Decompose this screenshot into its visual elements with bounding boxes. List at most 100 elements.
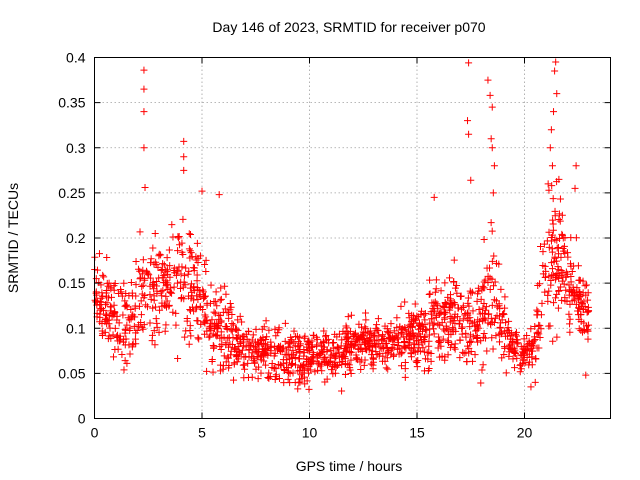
data-point	[427, 308, 435, 316]
data-point	[531, 323, 539, 331]
chart-title: Day 146 of 2023, SRMTID for receiver p07…	[212, 19, 485, 35]
data-point	[208, 358, 216, 366]
data-point	[434, 320, 442, 328]
data-point	[172, 321, 180, 329]
data-point	[224, 354, 232, 362]
data-point	[187, 280, 195, 288]
data-point	[463, 310, 471, 318]
data-point	[136, 275, 144, 283]
data-point	[97, 306, 105, 314]
data-point	[170, 283, 178, 291]
data-point	[332, 350, 340, 358]
data-point	[172, 309, 180, 317]
data-point	[325, 339, 333, 347]
data-point	[462, 333, 470, 341]
data-point	[435, 333, 443, 341]
data-point	[517, 365, 525, 373]
data-point	[129, 340, 137, 348]
data-point	[425, 342, 433, 350]
data-point	[92, 289, 100, 297]
data-point	[552, 294, 560, 302]
data-point	[581, 282, 589, 290]
data-point	[190, 264, 198, 272]
data-point	[410, 340, 418, 348]
data-point	[103, 299, 111, 307]
data-point	[488, 334, 496, 342]
data-point	[252, 365, 260, 373]
data-point	[193, 284, 201, 292]
data-point	[196, 291, 204, 299]
data-point	[275, 324, 283, 332]
data-point	[130, 322, 138, 330]
y-tick-label: 0.15	[58, 275, 85, 291]
data-point	[164, 266, 172, 274]
data-point	[536, 334, 544, 342]
data-point	[505, 348, 513, 356]
data-point	[435, 337, 443, 345]
data-point	[510, 344, 518, 352]
data-point	[310, 332, 318, 340]
data-point	[553, 290, 561, 298]
data-point	[421, 333, 429, 341]
data-point	[175, 234, 183, 242]
data-point	[249, 349, 257, 357]
data-point	[166, 262, 174, 270]
data-point	[172, 271, 180, 279]
data-point	[585, 307, 593, 315]
data-point	[303, 355, 311, 363]
data-point	[488, 144, 496, 152]
data-point	[288, 360, 296, 368]
data-point	[566, 315, 574, 323]
data-point	[362, 316, 370, 324]
data-point	[451, 310, 459, 318]
data-point	[169, 308, 177, 316]
data-point	[498, 311, 506, 319]
data-point	[520, 335, 528, 343]
data-point	[397, 362, 405, 370]
data-point	[583, 281, 591, 289]
data-point	[199, 288, 207, 296]
data-point	[469, 307, 477, 315]
data-point	[185, 230, 193, 238]
y-tick-label: 0.4	[66, 50, 86, 66]
data-point	[216, 342, 224, 350]
data-point	[420, 311, 428, 319]
data-point	[565, 310, 573, 318]
data-point	[344, 313, 352, 321]
data-point	[358, 356, 366, 364]
data-point	[139, 266, 147, 274]
data-point	[107, 303, 115, 311]
data-point	[534, 281, 542, 289]
data-point	[495, 330, 503, 338]
data-point	[318, 360, 326, 368]
data-point	[558, 277, 566, 285]
data-point	[285, 350, 293, 358]
y-axis-label: SRMTID / TECUs	[5, 183, 21, 293]
data-point	[460, 349, 468, 357]
data-point	[243, 335, 251, 343]
data-point	[511, 364, 519, 372]
data-point	[396, 323, 404, 331]
data-point	[362, 309, 370, 317]
data-point	[190, 287, 198, 295]
data-point	[372, 324, 380, 332]
data-point	[380, 344, 388, 352]
data-point	[338, 336, 346, 344]
data-point	[337, 342, 345, 350]
data-point	[384, 365, 392, 373]
data-point	[226, 340, 234, 348]
data-point	[200, 293, 208, 301]
data-point	[284, 375, 292, 383]
data-point	[419, 327, 427, 335]
data-point	[303, 365, 311, 373]
data-point	[236, 312, 244, 320]
data-point	[490, 252, 498, 260]
data-point	[367, 351, 375, 359]
data-point	[434, 344, 442, 352]
x-tick-label: 10	[302, 425, 318, 441]
data-point	[160, 261, 168, 269]
data-point	[552, 58, 560, 66]
data-point	[417, 336, 425, 344]
data-point	[480, 330, 488, 338]
